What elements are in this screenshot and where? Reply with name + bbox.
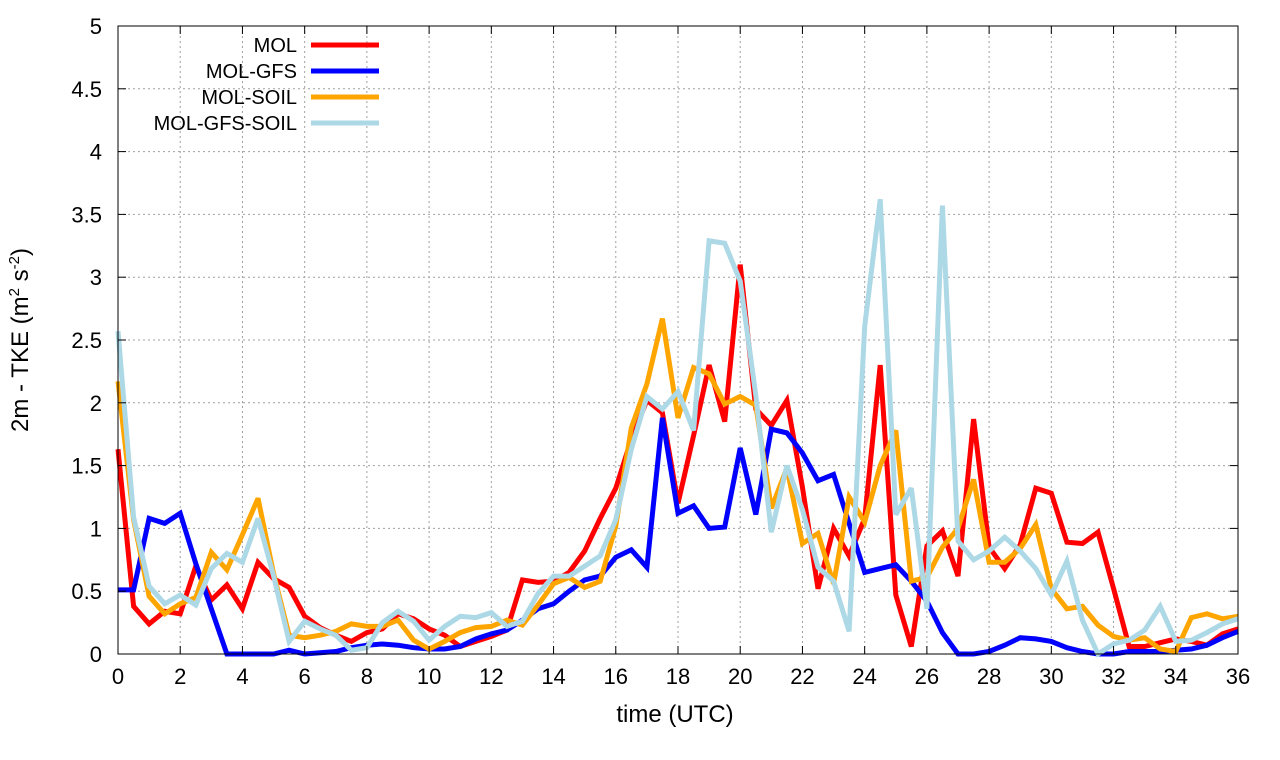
x-axis-title: time (UTC) <box>616 701 733 728</box>
y-tick-label: 2.5 <box>71 328 102 353</box>
x-tick-label: 30 <box>1039 664 1063 689</box>
legend-label: MOL-SOIL <box>201 87 297 109</box>
x-tick-label: 24 <box>852 664 876 689</box>
x-tick-label: 20 <box>728 664 752 689</box>
x-tick-label: 28 <box>977 664 1001 689</box>
x-tick-label: 22 <box>790 664 814 689</box>
y-tick-label: 4.5 <box>71 77 102 102</box>
x-tick-label: 32 <box>1101 664 1125 689</box>
x-tick-label: 6 <box>299 664 311 689</box>
y-axis-title-sup-2: -2 <box>6 256 23 269</box>
series-line-mol-soil <box>115 318 1239 655</box>
y-tick-label: 1.5 <box>71 454 102 479</box>
x-tick-label: 12 <box>479 664 503 689</box>
x-tick-label: 10 <box>417 664 441 689</box>
legend-label: MOL-GFS-SOIL <box>154 113 297 135</box>
x-tick-label: 36 <box>1226 664 1250 689</box>
x-tick-label: 2 <box>174 664 186 689</box>
y-tick-label: 3 <box>90 265 102 290</box>
y-tick-label: 3.5 <box>71 202 102 227</box>
y-tick-label: 1 <box>90 516 102 541</box>
y-axis-title: 2m - TKE (m2 s-2) <box>6 248 34 432</box>
series-line-mol-gfs-soil <box>115 198 1239 658</box>
y-axis-title-sup-1: 2 <box>6 288 23 296</box>
x-tick-label: 14 <box>541 664 565 689</box>
y-tick-label: 5 <box>90 14 102 39</box>
y-axis-title-suffix: ) <box>7 248 34 256</box>
y-tick-label: 0 <box>90 642 102 667</box>
y-axis-title-middle: s <box>7 269 34 288</box>
x-tick-label: 18 <box>666 664 690 689</box>
series-lines <box>115 198 1239 658</box>
x-tick-label: 8 <box>361 664 373 689</box>
y-tick-label: 2 <box>90 391 102 416</box>
axis-ticks: 0 2 4 6 8 10 12 14 16 18 20 22 24 26 28 30 32 34 3600.511.… <box>71 14 1250 689</box>
y-axis-title-prefix: 2m - TKE (m <box>7 296 34 432</box>
legend: MOL MOL-GFS MOL-SOIL MOL-GFS-SOIL <box>154 35 379 135</box>
x-tick-label: 34 <box>1164 664 1188 689</box>
legend-label: MOL <box>254 35 297 57</box>
x-tick-label: 4 <box>236 664 248 689</box>
x-tick-label: 26 <box>915 664 939 689</box>
x-tick-label: 0 <box>112 664 124 689</box>
y-tick-label: 0.5 <box>71 579 102 604</box>
x-tick-label: 16 <box>604 664 628 689</box>
legend-label: MOL-GFS <box>206 61 297 83</box>
y-tick-label: 4 <box>90 140 102 165</box>
